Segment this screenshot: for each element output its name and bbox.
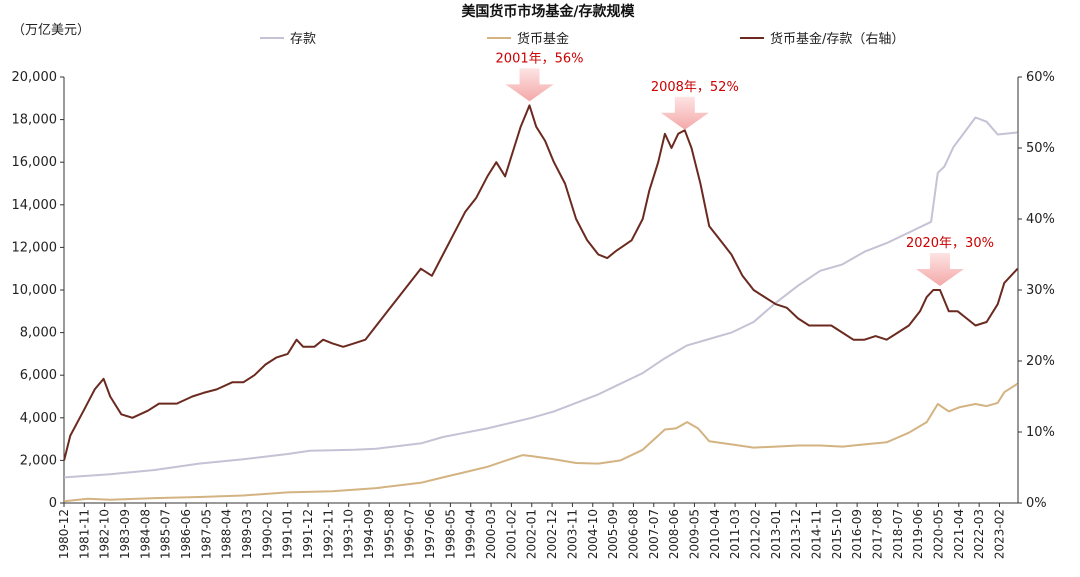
x-tick-label: 2012-02 xyxy=(748,509,762,559)
y-left-tick-label: 2,000 xyxy=(20,453,57,468)
x-tick-label: 2007-07 xyxy=(647,509,661,559)
annotation-arrow xyxy=(660,96,709,130)
x-tick-label: 2014-11 xyxy=(809,509,823,559)
x-tick-label: 2016-09 xyxy=(850,509,864,559)
x-tick-label: 1983-09 xyxy=(118,509,132,559)
annotation-label: 2001年，56% xyxy=(496,51,584,66)
annotation-arrow xyxy=(505,68,554,102)
y-left-tick-label: 8,000 xyxy=(20,326,57,341)
x-tick-label: 1980-12 xyxy=(57,509,71,559)
x-tick-label: 1996-07 xyxy=(403,509,417,559)
x-tick-label: 1999-04 xyxy=(464,509,478,559)
y-right-tick-label: 60% xyxy=(1026,70,1055,85)
series-line-ratio xyxy=(63,104,1019,461)
x-tick-label: 2003-11 xyxy=(565,509,579,559)
legend-label-ratio: 货币基金/存款（右轴） xyxy=(770,31,904,47)
x-tick-label: 1982-10 xyxy=(98,509,112,559)
x-tick-label: 2013-01 xyxy=(769,509,783,559)
x-tick-label: 1994-09 xyxy=(362,509,376,559)
x-tick-label: 1997-06 xyxy=(423,509,437,559)
annotation-label: 2008年，52% xyxy=(651,80,739,95)
y-right-tick-label: 30% xyxy=(1026,283,1055,298)
y-left-tick-label: 16,000 xyxy=(12,155,58,170)
x-tick-label: 2020-05 xyxy=(931,509,945,559)
series-layer xyxy=(63,104,1019,503)
axes: 0 2,000 4,000 6,000 8,000 10,000 12,000 14,000 1… xyxy=(12,70,1055,559)
x-tick-label: 1987-05 xyxy=(199,509,213,559)
x-tick-label: 1984-08 xyxy=(138,509,152,559)
x-tick-label: 2001-02 xyxy=(504,509,518,559)
x-tick-label: 2000-03 xyxy=(484,509,498,559)
x-tick-label: 1991-01 xyxy=(281,509,295,559)
y-right-tick-label: 10% xyxy=(1026,425,1055,440)
x-tick-label: 1998-05 xyxy=(443,509,457,559)
x-tick-label: 2002-01 xyxy=(525,509,539,559)
x-tick-label: 2018-07 xyxy=(891,509,905,559)
y-left-unit: （万亿美元） xyxy=(12,23,90,38)
x-tick-label: 1986-06 xyxy=(179,509,193,559)
x-tick-label: 1989-03 xyxy=(240,509,254,559)
x-tick-label: 1991-12 xyxy=(301,509,315,559)
x-tick-label: 1981-11 xyxy=(77,509,91,559)
y-left-tick-label: 20,000 xyxy=(12,70,58,85)
x-tick-label: 1992-11 xyxy=(321,509,335,559)
x-tick-label: 2004-10 xyxy=(586,509,600,559)
annotations: 2001年，56% 2008年，52% 2020年，30% xyxy=(496,51,994,286)
y-left-tick-label: 6,000 xyxy=(20,368,57,383)
x-tick-label: 2013-12 xyxy=(789,509,803,559)
y-left-tick-label: 4,000 xyxy=(20,411,57,426)
y-left-tick-label: 14,000 xyxy=(12,198,58,213)
x-tick-label: 2015-10 xyxy=(830,509,844,559)
x-tick-label: 2009-05 xyxy=(687,509,701,559)
y-left-tick-label: 12,000 xyxy=(12,240,58,255)
y-right-tick-label: 50% xyxy=(1026,141,1055,156)
legend-label-mmf: 货币基金 xyxy=(517,31,569,47)
x-tick-label: 2019-06 xyxy=(911,509,925,559)
series-line-mmf xyxy=(63,382,1019,503)
x-tick-label: 2021-04 xyxy=(952,509,966,559)
x-tick-label: 2010-04 xyxy=(708,509,722,559)
series-line-deposits xyxy=(64,116,1018,479)
x-tick-label: 1990-02 xyxy=(260,509,274,559)
y-left-tick-label: 0 xyxy=(49,496,57,511)
x-tick-label: 1988-04 xyxy=(220,509,234,559)
y-left-tick-label: 18,000 xyxy=(12,113,58,128)
y-right-tick-label: 40% xyxy=(1026,212,1055,227)
x-tick-label: 2006-08 xyxy=(626,509,640,559)
x-tick-label: 2008-06 xyxy=(667,509,681,559)
x-tick-label: 2022-03 xyxy=(972,509,986,559)
x-tick-label: 2002-12 xyxy=(545,509,559,559)
x-tick-label: 2005-09 xyxy=(606,509,620,559)
y-right-tick-label: 0% xyxy=(1026,496,1047,511)
legend-label-deposits: 存款 xyxy=(290,32,316,47)
x-tick-label: 1995-08 xyxy=(382,509,396,559)
x-tick-label: 2011-03 xyxy=(728,509,742,559)
x-tick-label: 1985-07 xyxy=(159,509,173,559)
legend: 存款 货币基金 货币基金/存款（右轴） xyxy=(260,31,904,47)
x-tick-label: 1993-10 xyxy=(342,509,356,559)
annotation-label: 2020年，30% xyxy=(906,236,994,251)
x-tick-label: 2023-02 xyxy=(993,509,1007,559)
y-left-tick-label: 10,000 xyxy=(12,283,58,298)
y-right-tick-label: 20% xyxy=(1026,354,1055,369)
chart-title: 美国货币市场基金/存款规模 xyxy=(461,3,635,20)
annotation-arrow xyxy=(915,253,964,286)
x-tick-label: 2017-08 xyxy=(870,509,884,559)
